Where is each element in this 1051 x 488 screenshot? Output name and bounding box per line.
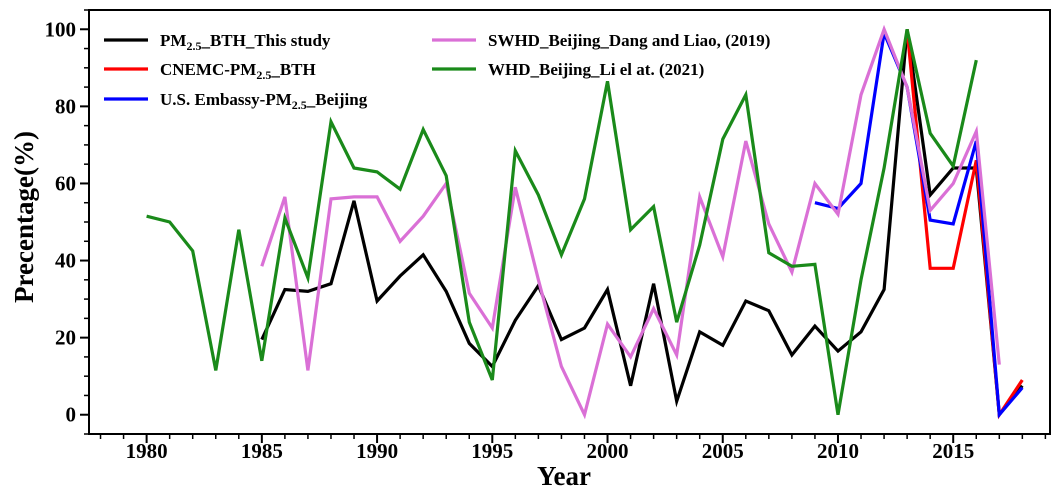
y-axis-title: Precentage(%) xyxy=(9,131,39,303)
legend-label: WHD_Beijing_Li el at. (2021) xyxy=(488,60,704,79)
series-line-1 xyxy=(905,29,1024,420)
x-tick-label: 1990 xyxy=(356,439,398,463)
x-axis-title: Year xyxy=(537,461,591,488)
legend-label: U.S. Embassy-PM2.5_Beijing xyxy=(160,90,368,112)
series-line-2 xyxy=(814,27,1024,419)
legend-label: PM2.5_BTH_This study xyxy=(160,31,331,53)
y-tick-label: 60 xyxy=(55,171,76,195)
legend-label: SWHD_Beijing_Dang and Liao, (2019) xyxy=(488,31,770,50)
x-tick-label: 1995 xyxy=(471,439,513,463)
x-tick-label: 2000 xyxy=(587,439,629,463)
plot-area xyxy=(146,24,1024,420)
x-tick-label: 2015 xyxy=(932,439,974,463)
x-tick-label: 1985 xyxy=(241,439,283,463)
y-tick-label: 0 xyxy=(66,403,77,427)
legend: PM2.5_BTH_This study CNEMC-PM2.5_BTH U.S. … xyxy=(104,31,770,112)
y-tick-label: 100 xyxy=(45,17,77,41)
series-line-3 xyxy=(260,24,1001,420)
y-tick-label: 80 xyxy=(55,94,76,118)
y-tick-label: 20 xyxy=(55,326,76,350)
series-line-4 xyxy=(146,28,978,415)
y-axis-title-group: Precentage(%) xyxy=(9,131,39,303)
legend-label: CNEMC-PM2.5_BTH xyxy=(160,60,316,82)
axis-ticks: 1980 1985 1990 1995 2000 2005 2010 2015 0 20 40 60 8… xyxy=(45,9,1047,463)
x-tick-label: 1980 xyxy=(126,439,168,463)
y-tick-label: 40 xyxy=(55,249,76,273)
x-tick-label: 2005 xyxy=(702,439,744,463)
x-tick-label: 2010 xyxy=(817,439,859,463)
